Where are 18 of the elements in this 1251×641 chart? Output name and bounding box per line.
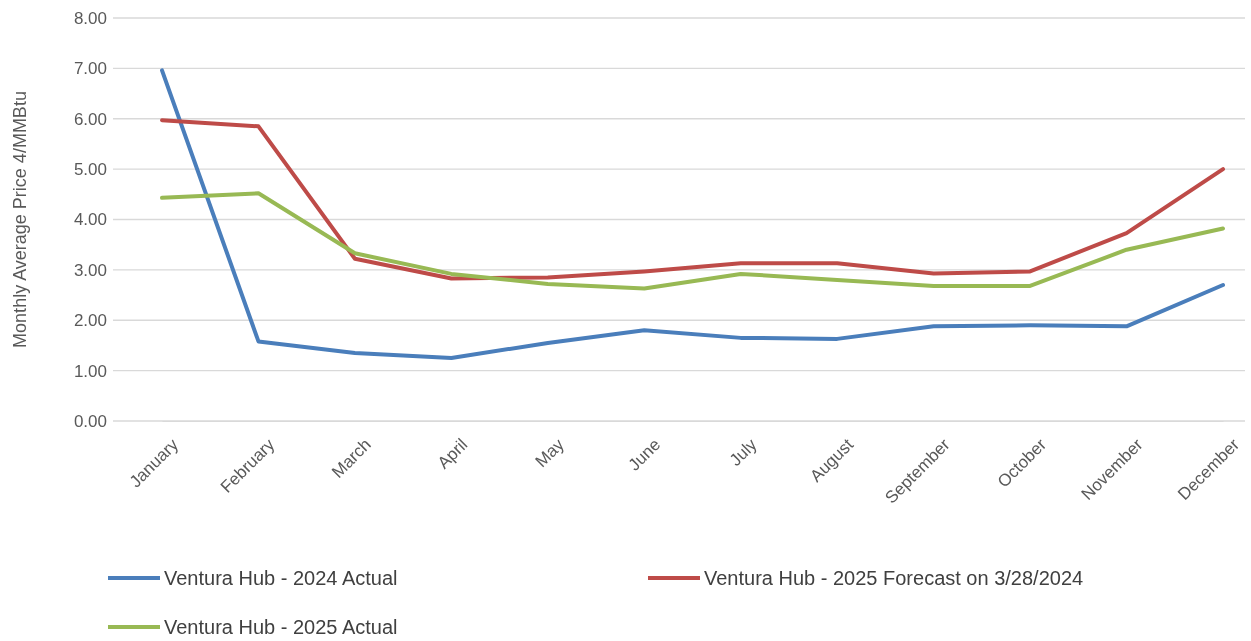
y-tick-label: 4.00 — [73, 210, 107, 230]
y-tick-label: 2.00 — [73, 311, 107, 331]
x-tick-label: July — [725, 434, 762, 470]
legend-label: Ventura Hub - 2025 Actual — [164, 616, 398, 638]
line-series — [160, 118, 1225, 281]
legend-label: Ventura Hub - 2024 Actual — [164, 567, 398, 589]
line-series — [160, 68, 1225, 361]
line-series — [160, 191, 1225, 291]
y-tick-label: 0.00 — [73, 411, 107, 431]
y-tick-label: 6.00 — [73, 109, 107, 129]
legend-label: Ventura Hub - 2025 Forecast on 3/28/2024 — [704, 567, 1084, 589]
y-axis-title: Monthly Average Price 4/MMBtu — [10, 91, 30, 348]
y-tick-label: 8.00 — [73, 8, 107, 28]
y-tick-label: 1.00 — [73, 361, 107, 381]
y-tick-label: 7.00 — [73, 59, 107, 79]
x-tick-label: May — [531, 434, 569, 472]
y-tick-label: 3.00 — [73, 260, 107, 280]
y-tick-label: 5.00 — [73, 160, 107, 180]
